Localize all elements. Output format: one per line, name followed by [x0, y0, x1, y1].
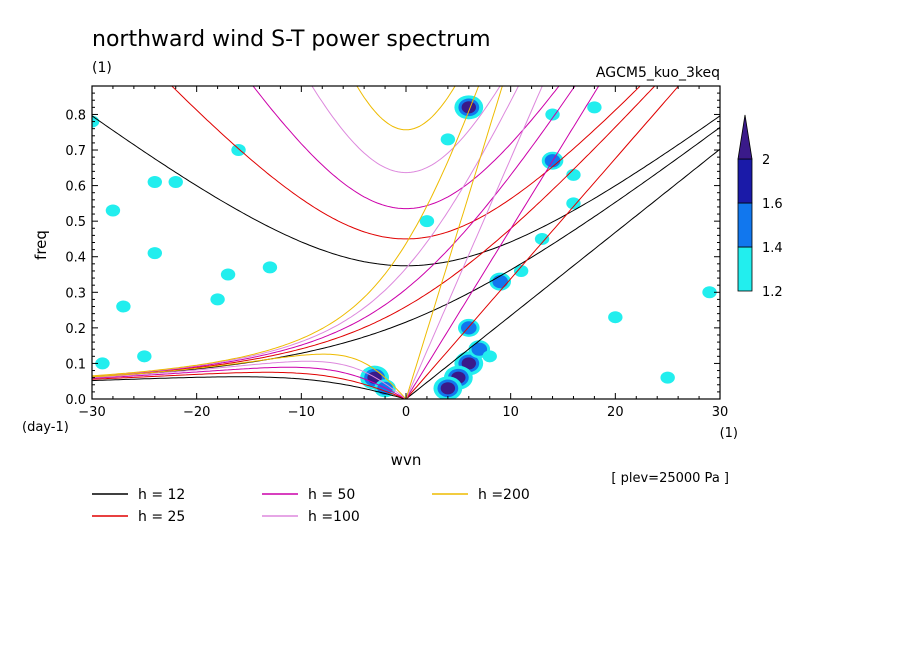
x-tick-label: −10 — [288, 405, 315, 420]
colorbar-segment — [737, 158, 753, 204]
y-tick-label: 0.7 — [65, 144, 86, 159]
kelvin-wave-curve — [405, 86, 543, 399]
inertia-gravity-curve — [171, 86, 641, 240]
y-units: (day-1) — [22, 420, 69, 435]
colorbar-label: 1.2 — [762, 285, 783, 300]
y-tick-label: 0.0 — [65, 393, 86, 408]
kelvin-wave-curve — [405, 86, 680, 399]
colorbar-extend-arrow — [737, 114, 753, 160]
power-blob-outer — [482, 350, 497, 363]
x-tick-label: 20 — [607, 405, 624, 420]
x-tick-label: 30 — [712, 405, 729, 420]
power-blob-outer — [419, 215, 435, 228]
y-tick-label: 0.3 — [65, 286, 86, 301]
power-blob-outer — [587, 101, 602, 114]
power-blob-mid — [471, 342, 488, 356]
power-blob-outer — [566, 168, 581, 181]
y-tick-label: 0.8 — [65, 108, 86, 123]
inertia-gravity-curve — [311, 86, 501, 174]
legend-label: h = 50 — [308, 487, 355, 503]
y-tick-label: 0.5 — [65, 215, 86, 230]
inertia-gravity-curve — [252, 86, 560, 210]
rossby-wave-curve — [92, 366, 407, 399]
y-tick-label: 0.4 — [65, 251, 86, 266]
y-axis-ticks: 0.0 0.1 0.2 0.3 0.4 0.5 0.6 0.7 0.8 — [65, 85, 720, 408]
power-blob-outer — [231, 144, 246, 157]
power-blob-outer — [95, 357, 110, 370]
kelvin-wave-curve — [405, 86, 503, 399]
power-blob-outer — [608, 311, 623, 324]
power-blob-outer — [168, 176, 183, 189]
inertia-gravity-curve — [92, 115, 720, 267]
mrg-wave-curve — [92, 86, 576, 377]
x-units: (1) — [720, 426, 738, 441]
rossby-wave-curve — [92, 360, 407, 399]
power-blob-outer — [660, 371, 675, 384]
rossby-wave-curve — [92, 353, 407, 399]
x-tick-label: −20 — [183, 405, 210, 420]
power-blob-outer — [147, 247, 162, 260]
mrg-wave-curve — [92, 86, 480, 377]
colorbar: 1.2 1.4 1.6 2 — [737, 114, 783, 300]
power-blob-core — [440, 382, 456, 395]
inertia-gravity-curve — [356, 86, 456, 131]
y-tick-label: 0.2 — [65, 322, 86, 337]
y-tick-label: 0.6 — [65, 180, 86, 195]
power-blob-core — [461, 101, 476, 114]
power-blob-outer — [702, 286, 717, 299]
power-blob-outer — [147, 176, 162, 189]
power-blob-outer — [440, 133, 456, 146]
power-blob-outer — [262, 261, 278, 274]
mrg-wave-curve — [92, 126, 720, 378]
rossby-wave-curve — [92, 376, 407, 399]
chart-title: northward wind S-T power spectrum — [92, 27, 491, 52]
colorbar-label: 2 — [762, 153, 770, 168]
colorbar-segment — [737, 246, 753, 292]
power-blob-outer — [210, 293, 225, 306]
colorbar-label: 1.6 — [762, 197, 783, 212]
x-tick-label: 0 — [402, 405, 410, 420]
model-label: AGCM5_kuo_3keq — [596, 65, 720, 81]
power-blob-outer — [513, 264, 529, 277]
power-blob-outer — [105, 204, 121, 217]
power-contours — [92, 95, 717, 399]
kelvin-wave-curve — [405, 148, 720, 399]
rossby-wave-curve — [92, 371, 407, 399]
y-axis-label: freq — [32, 230, 50, 260]
kelvin-wave-curve — [405, 86, 600, 399]
x-tick-label: −30 — [78, 405, 105, 420]
legend: h = 12 h = 25 h = 50 h =100 h =200 — [92, 487, 530, 525]
x-axis-ticks: −30 −20 −10 0 10 20 30 — [78, 86, 728, 420]
power-blob-outer — [92, 115, 100, 128]
colorbar-label: 1.4 — [762, 241, 783, 256]
colorbar-segment — [737, 202, 753, 248]
x-tick-label: 10 — [502, 405, 519, 420]
power-blob-outer — [137, 350, 152, 363]
plot-frame — [91, 85, 721, 400]
y-tick-label: 0.1 — [65, 357, 86, 372]
power-blob-outer — [566, 197, 581, 210]
legend-label: h =200 — [478, 487, 530, 503]
legend-label: h = 25 — [138, 509, 185, 525]
power-blob-outer — [220, 268, 236, 281]
mrg-wave-curve — [92, 86, 656, 378]
legend-label: h = 12 — [138, 487, 185, 503]
power-blob-outer — [116, 300, 131, 313]
dispersion-curves — [92, 86, 720, 399]
title-units: (1) — [92, 60, 112, 76]
legend-label: h =100 — [308, 509, 360, 525]
power-blob-outer — [545, 108, 560, 121]
mrg-wave-curve — [92, 86, 520, 377]
x-axis-label: wvn — [391, 451, 422, 469]
plev-note: [ plev=25000 Pa ] — [611, 471, 729, 486]
power-blob-mid — [492, 275, 509, 289]
power-blob-core — [461, 357, 476, 370]
power-blob-outer — [534, 232, 550, 245]
